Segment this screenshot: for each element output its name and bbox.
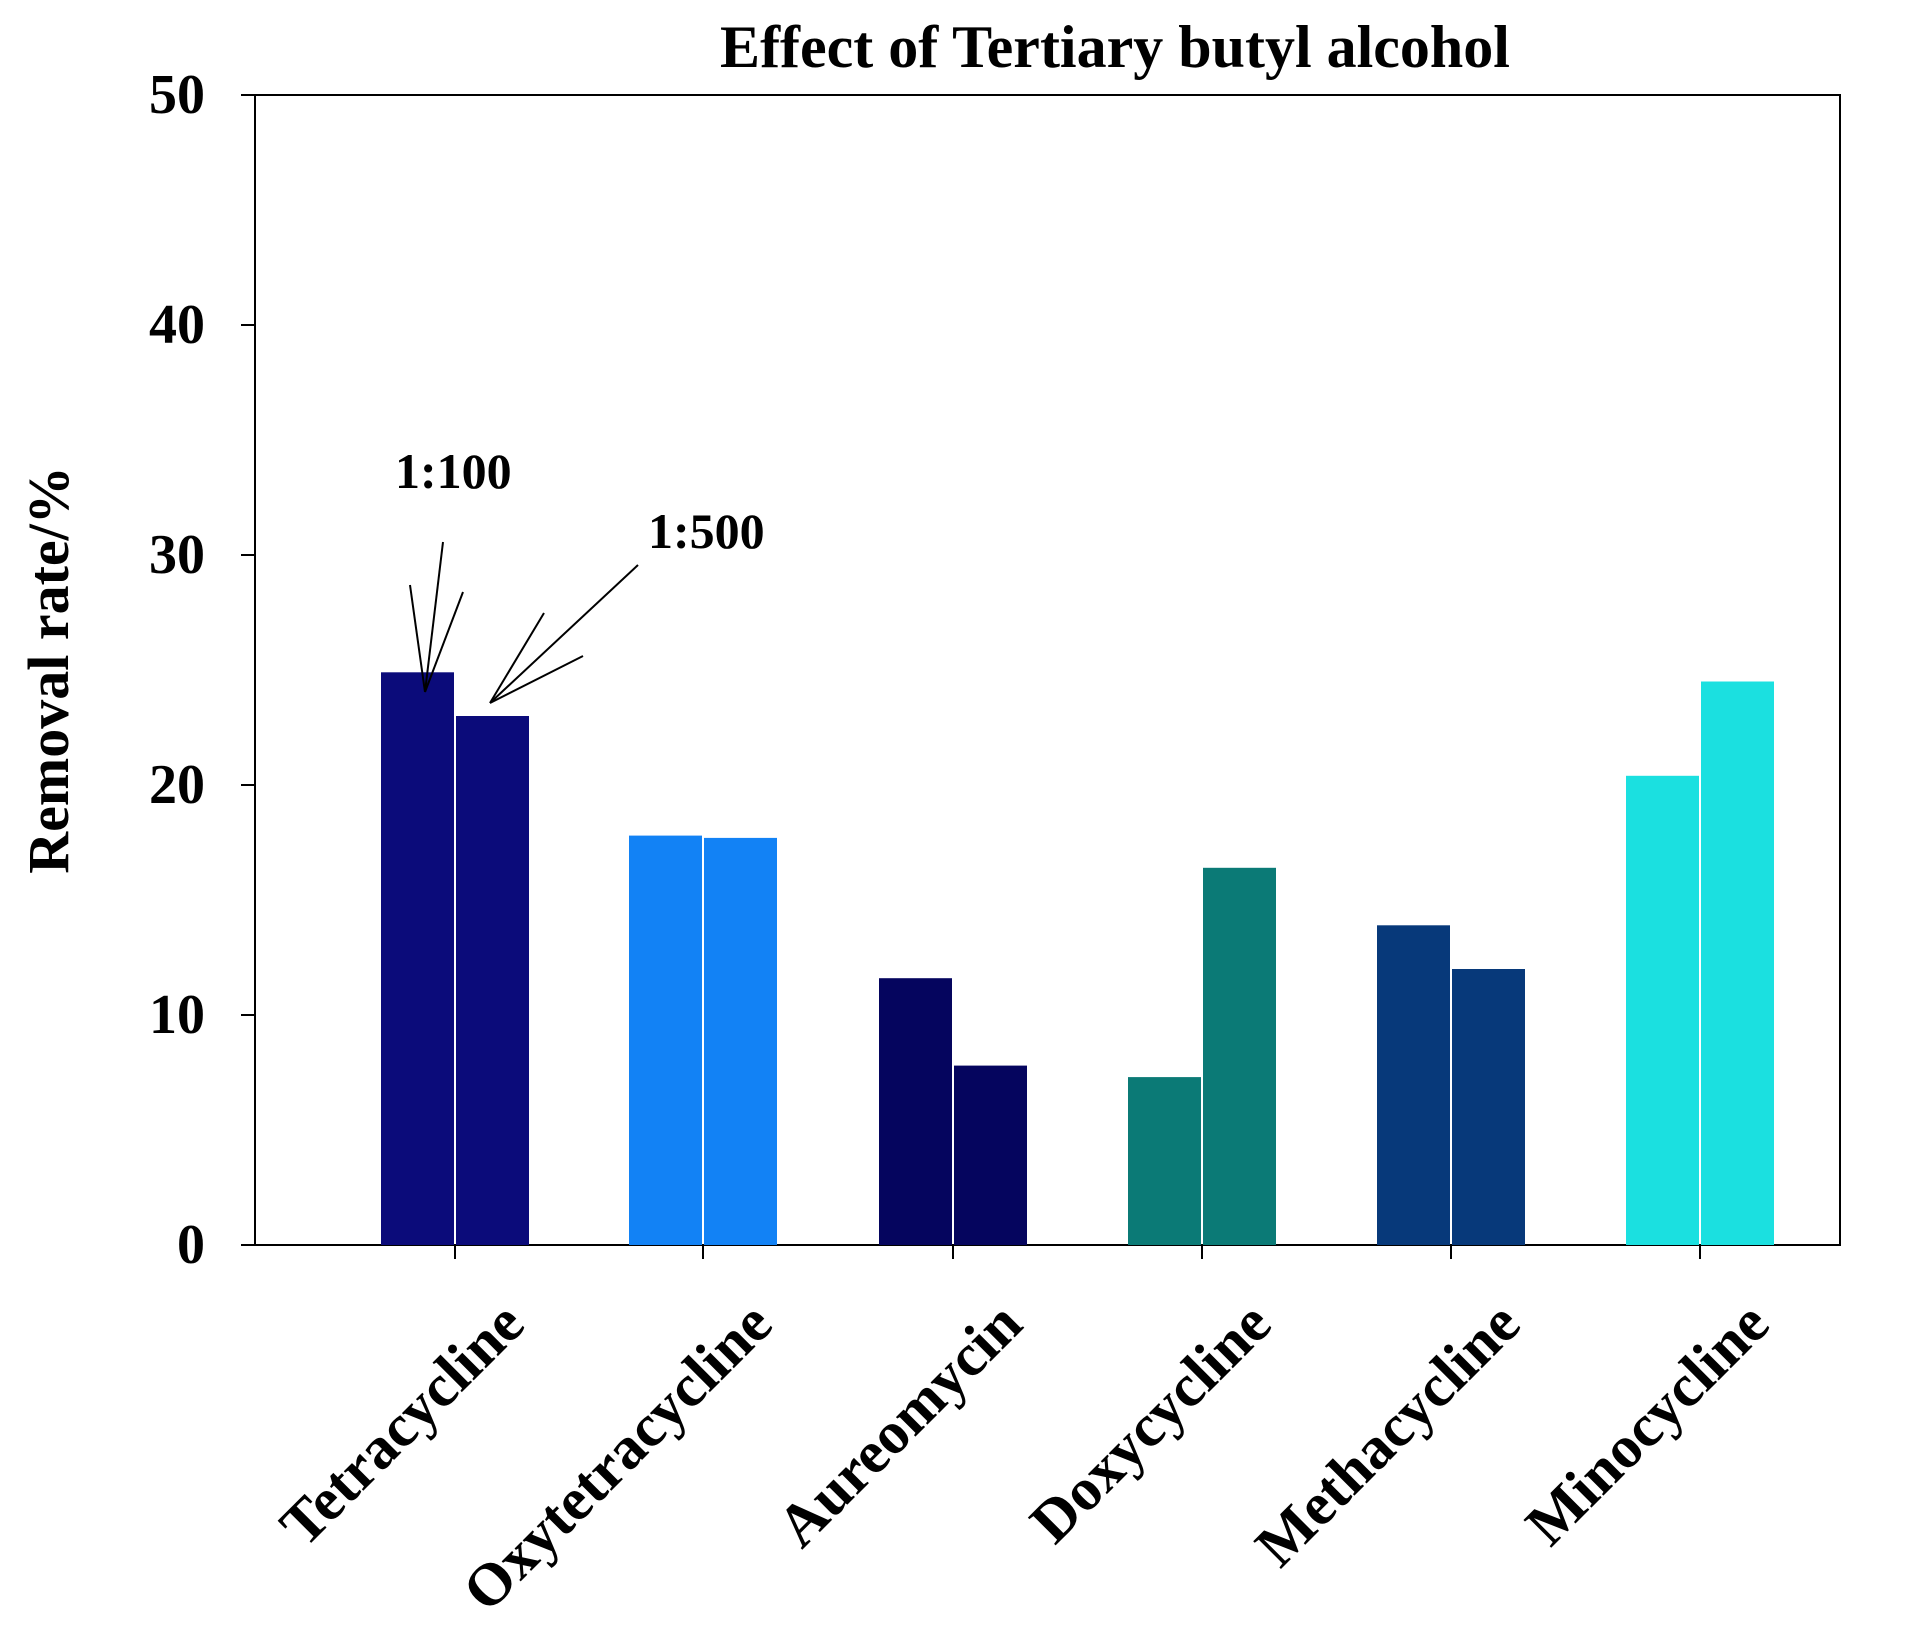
bar-minocycline-1-500 xyxy=(1701,681,1774,1245)
annotation-arrowhead-left-1-100 xyxy=(409,584,426,693)
y-tick-label: 40 xyxy=(149,294,205,356)
bar-tetracycline-1-100 xyxy=(381,672,454,1245)
bar-oxytetracycline-1-100 xyxy=(629,835,702,1245)
annotation-arrow-1-500 xyxy=(489,564,639,704)
annotation-arrowhead-right-1-100 xyxy=(424,591,464,693)
annotation-line-1-500 xyxy=(489,564,639,704)
y-tick-label: 50 xyxy=(149,64,205,126)
annotation-arrowhead-right-1-500 xyxy=(489,655,584,704)
annotation-arrow-1-100 xyxy=(409,541,464,693)
y-tick-label: 20 xyxy=(149,754,205,816)
y-tick-label: 10 xyxy=(149,984,205,1046)
annotation-arrowhead-left-1-500 xyxy=(489,612,545,704)
annotation-label-1-500: 1:500 xyxy=(648,503,765,559)
bar-minocycline-1-100 xyxy=(1626,775,1699,1245)
bar-methacycline-1-500 xyxy=(1452,969,1525,1245)
plot-frame xyxy=(254,94,1841,1246)
y-tick-label: 30 xyxy=(149,524,205,586)
y-tick-label: 0 xyxy=(177,1214,205,1276)
bar-aureomycin-1-100 xyxy=(879,978,952,1245)
bars-layer xyxy=(381,672,1774,1245)
bar-methacycline-1-100 xyxy=(1377,925,1450,1245)
annotation-label-1-100: 1:100 xyxy=(395,443,512,499)
chart-title: Effect of Tertiary butyl alcohol xyxy=(720,14,1510,80)
bar-doxycycline-1-100 xyxy=(1128,1077,1201,1245)
y-axis-label: Removal rate/% xyxy=(16,466,81,873)
bar-aureomycin-1-500 xyxy=(954,1065,1027,1245)
annotation-line-1-100 xyxy=(424,541,444,693)
bar-tetracycline-1-500 xyxy=(456,716,529,1245)
bar-oxytetracycline-1-500 xyxy=(704,837,777,1245)
bar-doxycycline-1-500 xyxy=(1203,867,1276,1245)
